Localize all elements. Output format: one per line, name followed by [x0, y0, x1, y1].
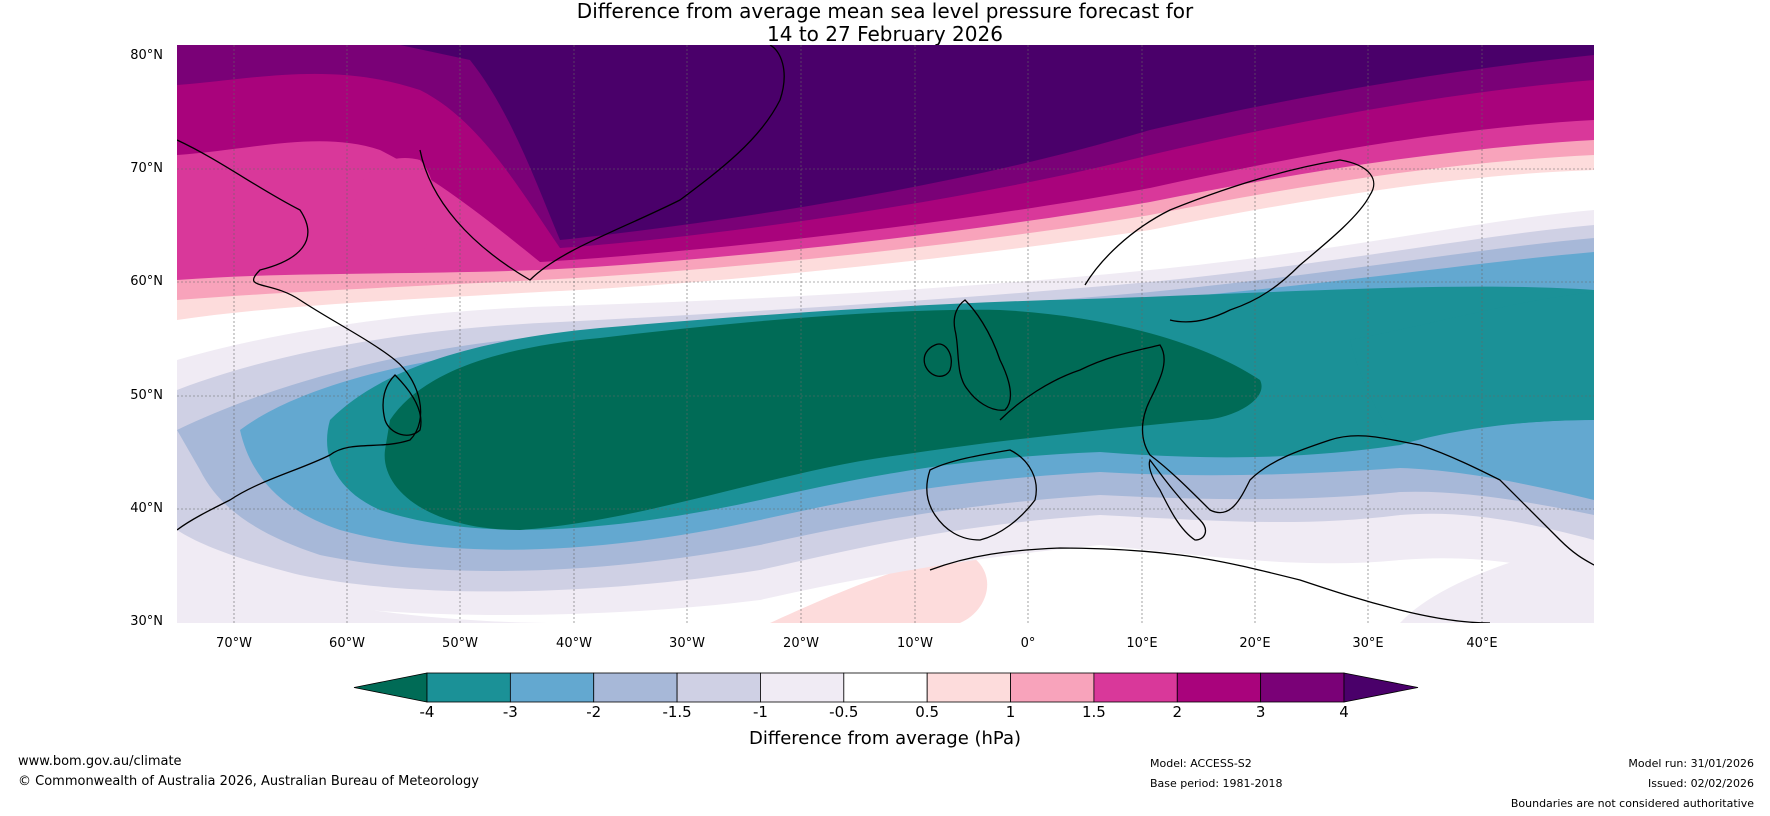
lon-label-40e: 40°E	[1466, 636, 1498, 651]
lat-label-30n: 30°N	[130, 614, 163, 629]
band-below-4	[384, 309, 1262, 530]
lon-label-20e: 20°E	[1239, 636, 1271, 651]
scandinavia-coast	[1084, 159, 1375, 323]
colorbar-segment	[1093, 672, 1178, 703]
lon-label-10e: 10°E	[1126, 636, 1158, 651]
graticule	[177, 45, 1594, 623]
lat-label-50n: 50°N	[130, 388, 163, 403]
canada-coast	[177, 139, 422, 531]
coastlines	[177, 45, 1594, 623]
footer-model-run: Model run: 31/01/2026	[1628, 757, 1754, 770]
footer-issued: Issued: 02/02/2026	[1647, 777, 1754, 790]
british-isles-coast	[923, 299, 1012, 411]
newfoundland-coast	[382, 374, 422, 436]
greenland-coast	[419, 45, 785, 281]
colorbar-segment	[1260, 672, 1345, 703]
band-minus-4-to-3-ne	[1350, 292, 1594, 445]
band-above-4	[400, 45, 1594, 240]
lon-label-30e: 30°E	[1352, 636, 1384, 651]
colorbar-extend-low	[353, 672, 428, 703]
colorbar-segment	[760, 672, 845, 703]
colorbar-label: Difference from average (hPa)	[748, 728, 1022, 749]
lat-label-70n: 70°N	[130, 161, 163, 176]
footer-disclaimer: Boundaries are not considered authoritat…	[1510, 797, 1754, 810]
band-plus-0.5-to-1-south	[770, 552, 988, 623]
colorbar-segment	[843, 672, 928, 703]
band-plus-1.5-to-2-cell	[354, 158, 435, 257]
lat-label-40n: 40°N	[130, 501, 163, 516]
chart-title: Difference from average mean sea level p…	[0, 0, 1770, 46]
lon-label-60w: 60°W	[329, 636, 365, 651]
colorbar-segment	[676, 672, 761, 703]
europe-coast	[999, 344, 1594, 566]
colorbar-tick-label: 4	[1339, 703, 1349, 721]
colorbar-segment	[593, 672, 678, 703]
colorbar-segment	[509, 672, 595, 703]
colorbar-tick-label: -4	[419, 703, 435, 721]
lon-label-70w: 70°W	[216, 636, 252, 651]
colorbar-tick-label: 0.5	[915, 703, 940, 721]
colorbar-segment	[926, 672, 1011, 703]
lon-label-50w: 50°W	[442, 636, 478, 651]
footer-copyright: © Commonwealth of Australia 2026, Austra…	[18, 774, 479, 789]
colorbar-tick-label: -1.5	[662, 703, 692, 721]
iberia-coast	[926, 449, 1037, 541]
colorbar-extend-high	[1343, 672, 1419, 703]
colorbar-segment	[1010, 672, 1095, 703]
lon-label-30w: 30°W	[669, 636, 705, 651]
lon-label-40w: 40°W	[556, 636, 592, 651]
footer-model: Model: ACCESS-S2	[1150, 757, 1252, 770]
colorbar-tick-label: 1.5	[1081, 703, 1106, 721]
colorbar-tick-label: 2	[1172, 703, 1183, 721]
colorbar-tick-label: -2	[586, 703, 602, 721]
italy-coast	[1148, 458, 1207, 541]
colorbar-tick-label: -1	[752, 703, 768, 721]
colorbar-tick-label: 3	[1255, 703, 1266, 721]
colorbar-segment	[1176, 672, 1262, 703]
footer-website[interactable]: www.bom.gov.au/climate	[18, 754, 182, 769]
lon-label-20w: 20°W	[783, 636, 819, 651]
colorbar-segment	[426, 672, 511, 703]
colorbar-tick-label: -3	[502, 703, 518, 721]
title-line-1: Difference from average mean sea level p…	[576, 0, 1194, 23]
lat-label-60n: 60°N	[130, 274, 163, 289]
title-line-2: 14 to 27 February 2026	[767, 22, 1003, 46]
lat-label-80n: 80°N	[130, 48, 163, 63]
lon-label-10w: 10°W	[897, 636, 933, 651]
colorbar-tick-label: 1	[1005, 703, 1016, 721]
footer-base-period: Base period: 1981-2018	[1150, 777, 1283, 790]
band-minus-1-to-0.5-south	[177, 560, 560, 623]
colorbar-tick-label: -0.5	[829, 703, 859, 721]
lon-label-0: 0°	[1020, 636, 1036, 651]
north-africa-coast	[929, 547, 1491, 623]
